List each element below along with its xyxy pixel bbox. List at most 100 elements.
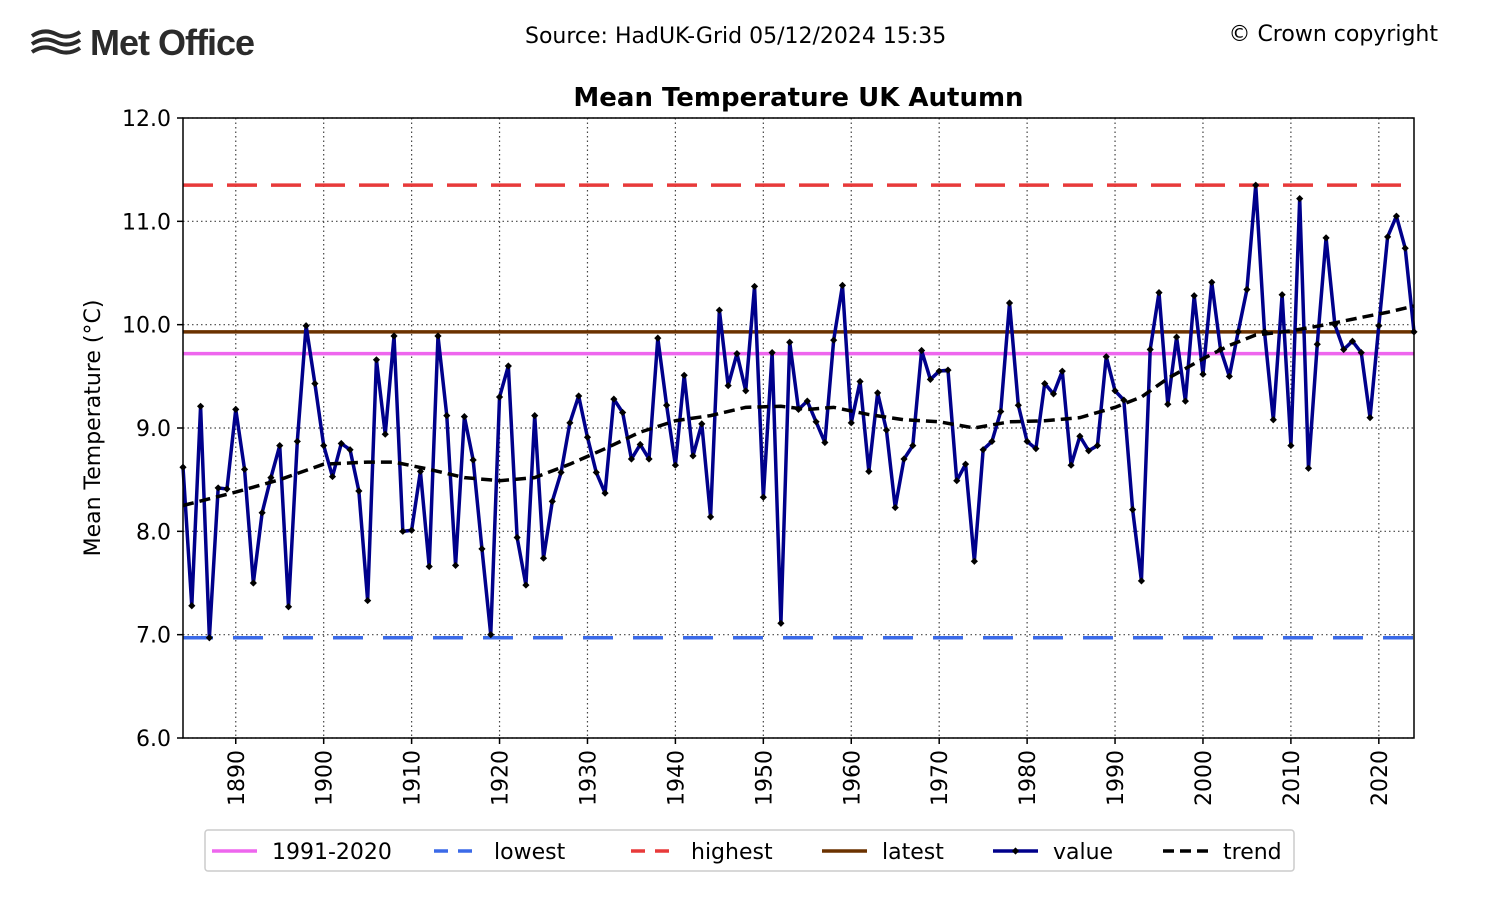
value-point [434,332,442,340]
value-point [1049,390,1058,398]
value-point [724,382,732,390]
value-point [979,446,987,454]
value-point [1348,337,1357,345]
value-point [575,392,583,400]
value-point [1067,461,1075,469]
x-tick-label: 1890 [225,750,250,806]
value-point [671,461,679,469]
value-point [1137,577,1146,585]
value-point [619,408,627,417]
value-point [1208,278,1216,286]
value-point [663,401,671,409]
value-point [451,561,460,570]
value-point [328,472,337,481]
value-point [469,456,477,464]
legend-box [204,829,1295,872]
value-point [390,332,398,340]
value-point [750,282,759,291]
value-point [1366,414,1374,422]
value-point [1234,328,1242,336]
value-point [759,493,767,501]
value-point [1375,322,1383,330]
value-point [425,562,433,571]
x-tick-label: 1970 [928,750,953,806]
source-label: Source: HadUK-Grid 05/12/2024 15:35 [525,24,947,49]
value-point [1199,370,1207,378]
value-point [874,389,882,397]
x-tick-label: 1980 [1016,750,1041,806]
value-point [249,579,257,587]
value-point [1102,353,1110,361]
value-point [698,420,706,428]
value-point [997,407,1005,416]
x-tick-label: 1930 [576,750,601,806]
value-point [636,440,644,449]
logo-text: Met Office [90,22,255,63]
value-point [926,375,934,384]
value-point [188,602,196,610]
value-point [1322,234,1330,242]
value-point [372,356,381,364]
value-point [1225,372,1233,380]
wave-logo-icon [30,29,82,55]
value-point [1287,441,1295,450]
value-point [320,441,328,450]
legend-label-lowest: lowest [494,840,566,865]
value-point [1296,195,1304,203]
legend: 1991-2020 lowest highest latest value trend [204,829,1295,872]
y-tick-label: 6.0 [136,727,171,752]
value-point [882,426,891,434]
value-point [548,497,556,505]
legend-label-trend: trend [1223,840,1282,865]
value-point [1111,387,1119,395]
value-point [504,362,512,370]
value-point [601,489,609,497]
value-point [1216,345,1225,354]
value-point [715,306,723,314]
x-tick-label: 1900 [313,750,338,806]
y-tick-label: 8.0 [136,520,171,545]
value-point [900,455,908,463]
value-point [1155,289,1163,297]
value-point [794,405,803,413]
value-point [539,554,548,562]
value-point [1243,285,1251,294]
value-point [1041,379,1049,388]
value-point [513,533,521,542]
value-point [838,281,847,289]
value-point [1085,447,1093,455]
value-point [768,348,776,357]
value-point [267,474,275,482]
value-point [1076,432,1084,440]
value-point [284,603,293,611]
value-point [337,439,345,448]
value-point [1401,244,1409,252]
value-point [821,438,829,447]
value-point [786,338,794,346]
value-point [1146,345,1154,354]
value-point [205,634,213,642]
value-point [1190,292,1198,300]
value-point [232,405,240,413]
value-point [830,336,838,344]
value-point [355,487,363,495]
value-point [1252,181,1260,189]
value-point [953,477,961,485]
value-point [592,468,600,477]
value-point [364,596,372,605]
value-point [487,631,495,639]
x-tick-label: 1910 [401,750,426,806]
value-point [733,350,741,358]
value-point [777,619,785,627]
value-point [706,513,715,521]
value-point [443,412,451,420]
value-point [214,484,222,492]
value-point [1093,441,1102,450]
value-point [302,322,310,330]
x-tick-label: 1920 [489,750,514,806]
value-point [1340,345,1348,354]
value-point [416,467,425,475]
x-tick-label: 2020 [1368,750,1393,806]
value-point [196,402,205,410]
